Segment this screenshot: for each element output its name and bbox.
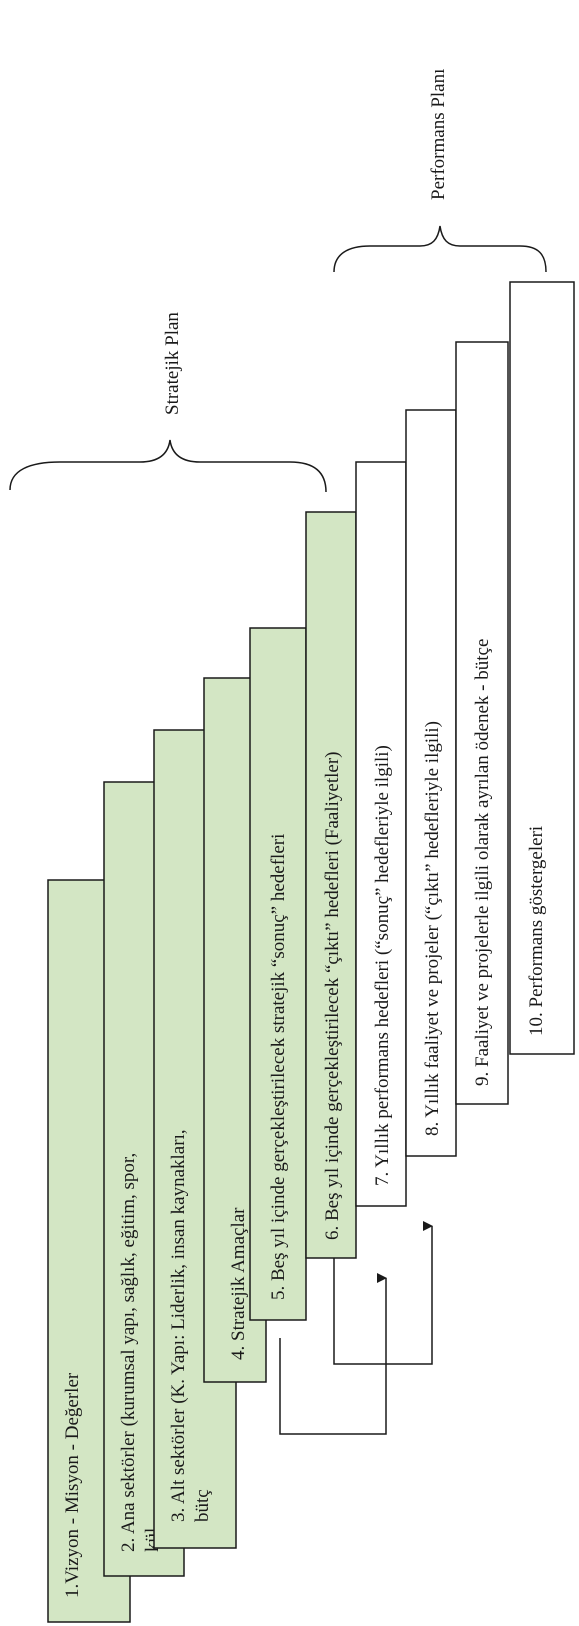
connector-step6-to-step8 [333,1221,433,1365]
svg-text:9. Faaliyet ve projelerle ilgi: 9. Faaliyet ve projelerle ilgili olarak … [472,639,493,1086]
step-7-line-1: 7. Yıllık performans hedefleri (“sonuç” … [372,745,393,1186]
svg-text:6. Beş yıl içinde gerçekleştir: 6. Beş yıl içinde gerçekleştirilecek “çı… [322,752,343,1241]
connectors [279,1221,433,1435]
performance-plan-brace [333,225,547,273]
step-5-box: 5. Beş yıl içinde gerçekleştirilecek str… [249,627,307,1321]
step-10-box: 10. Performans göstergeleri [509,281,575,1055]
step-6-line-1: 6. Beş yıl içinde gerçekleştirilecek “çı… [322,752,343,1241]
step-1-line-1: 1.Vizyon - Misyon - Değerler [62,1372,83,1598]
svg-text:10. Performans göstergeleri: 10. Performans göstergeleri [526,826,547,1036]
step-3-line-2: bütç [192,1489,213,1522]
strategic-plan-label: Stratejik Plan [162,312,183,415]
steps-group: 1.Vizyon - Misyon - Değerler 2. Ana sekt… [47,281,575,1623]
strategic-plan-brace [9,439,327,493]
svg-text:5. Beş yıl içinde gerçekleştir: 5. Beş yıl içinde gerçekleştirilecek str… [268,834,289,1300]
performance-plan-label: Performans Planı [428,69,449,200]
step-7-box: 7. Yıllık performans hedefleri (“sonuç” … [355,461,407,1207]
performance-plan-bracket: Performans Planı [333,69,547,273]
connector-step5-to-step7 [279,1273,387,1435]
step-4-line-1: 4. Stratejik Amaçlar [228,1207,249,1360]
step-9-box: 9. Faaliyet ve projelerle ilgili olarak … [455,341,509,1105]
svg-text:4. Stratejik Amaçlar: 4. Stratejik Amaçlar [228,1207,249,1360]
step-6-box: 6. Beş yıl içinde gerçekleştirilecek “çı… [305,511,357,1259]
step-2-line-1: 2. Ana sektörler (kurumsal yapı, sağlık,… [118,1153,139,1552]
step-9-line-1: 9. Faaliyet ve projelerle ilgili olarak … [472,639,493,1086]
step-8-box: 8. Yıllık faaliyet ve projeler (“çıktı” … [405,409,457,1157]
svg-text:8. Yıllık faaliyet ve projeler: 8. Yıllık faaliyet ve projeler (“çıktı” … [422,721,443,1136]
step-10-line-1: 10. Performans göstergeleri [526,826,547,1036]
svg-text:7. Yıllık performans hedefleri: 7. Yıllık performans hedefleri (“sonuç” … [372,745,393,1186]
svg-text:3. Alt sektörler (K. Yapı: Li: 3. Alt sektörler (K. Yapı: Liderlik, ins… [168,1125,213,1522]
step-8-line-1: 8. Yıllık faaliyet ve projeler (“çıktı” … [422,721,443,1136]
svg-text:1.Vizyon - Misyon - Değerler: 1.Vizyon - Misyon - Değerler [62,1372,83,1598]
step-5-line-1: 5. Beş yıl içinde gerçekleştirilecek str… [268,834,289,1300]
step-3-line-1: 3. Alt sektörler (K. Yapı: Liderlik, ins… [168,1129,189,1522]
strategic-plan-bracket: Stratejik Plan [9,312,327,493]
